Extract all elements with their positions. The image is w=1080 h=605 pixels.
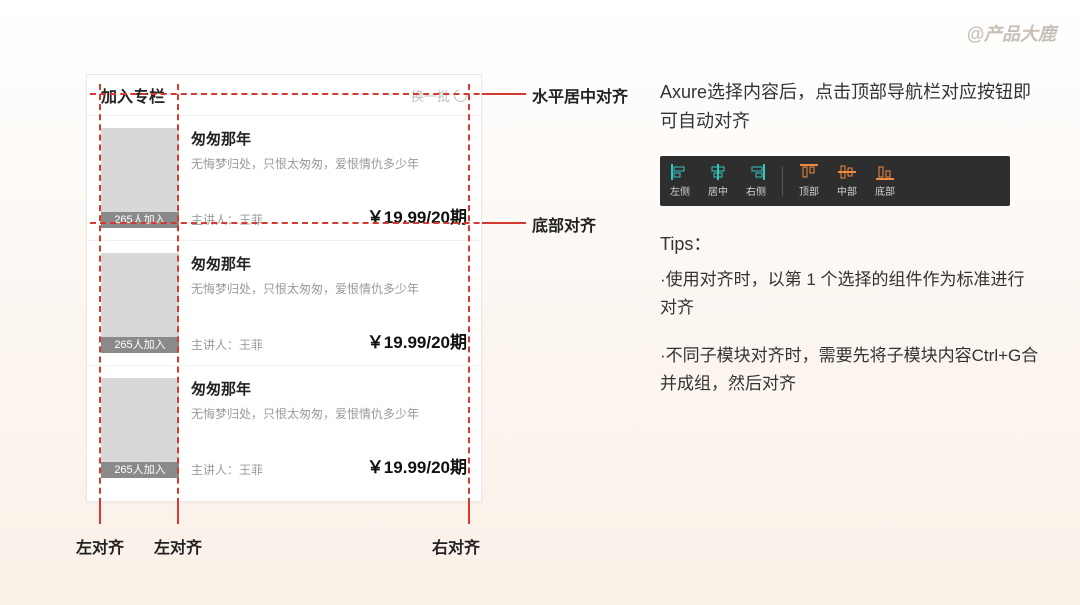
tips-heading: Tips： <box>660 230 1040 256</box>
item-price: ￥19.99/20期 <box>367 453 467 478</box>
guide-tick <box>177 502 179 524</box>
panel-header: 加入专栏 换一批 <box>87 75 481 115</box>
guide-right <box>468 84 470 524</box>
axure-align-toolbar: 左侧 居中 右侧 顶部 中部 底部 <box>660 156 1010 206</box>
toolbar-button-label: 左侧 <box>670 183 690 198</box>
align-top-button[interactable]: 顶部 <box>799 164 819 198</box>
explanation-column: Axure选择内容后，点击顶部导航栏对应按钮即可自动对齐 左侧 居中 右侧 顶部 <box>660 78 1040 418</box>
item-desc: 无悔梦归处，只恨太匆匆，爱恨情仇多少年 <box>191 155 467 173</box>
item-lecturer: 主讲人：王菲 <box>191 211 263 228</box>
item-thumbnail: 265人加入 <box>101 253 179 353</box>
join-count-badge: 265人加入 <box>101 462 179 478</box>
join-count-badge: 265人加入 <box>101 212 179 228</box>
align-right-button[interactable]: 右侧 <box>746 164 766 198</box>
lead-text: Axure选择内容后，点击顶部导航栏对应按钮即可自动对齐 <box>660 78 1040 136</box>
toolbar-vertical-group: 顶部 中部 底部 <box>799 164 895 198</box>
label-right-align: 右对齐 <box>432 534 480 558</box>
guide-connector <box>482 93 526 95</box>
join-count-badge: 265人加入 <box>101 337 179 353</box>
align-center-icon <box>709 164 727 180</box>
item-lecturer: 主讲人：王菲 <box>191 461 263 478</box>
column-panel: 加入专栏 换一批 265人加入 匆匆那年 无悔梦归处，只恨太匆匆，爱恨情仇多少年… <box>86 74 482 502</box>
label-left-align: 左对齐 <box>154 534 202 558</box>
label-left-align: 左对齐 <box>76 534 124 558</box>
align-middle-button[interactable]: 中部 <box>837 164 857 198</box>
align-bottom-button[interactable]: 底部 <box>875 164 895 198</box>
guide-connector <box>482 222 526 224</box>
guide-left-2 <box>177 84 179 524</box>
tip-paragraph: ·不同子模块对齐时，需要先将子模块内容Ctrl+G合并成组，然后对齐 <box>660 342 1040 398</box>
item-desc: 无悔梦归处，只恨太匆匆，爱恨情仇多少年 <box>191 405 467 423</box>
guide-left-1 <box>99 84 101 524</box>
align-left-icon <box>671 164 689 180</box>
tip-paragraph: ·使用对齐时，以第 1 个选择的组件作为标准进行对齐 <box>660 266 1040 322</box>
align-bottom-icon <box>876 164 894 180</box>
toolbar-button-label: 顶部 <box>799 183 819 198</box>
guide-horizontal-center <box>90 93 520 95</box>
label-horizontal-center: 水平居中对齐 <box>532 83 628 107</box>
label-bottom-align: 底部对齐 <box>532 212 596 236</box>
item-thumbnail: 265人加入 <box>101 378 179 478</box>
item-desc: 无悔梦归处，只恨太匆匆，爱恨情仇多少年 <box>191 280 467 298</box>
item-meta: 匆匆那年 无悔梦归处，只恨太匆匆，爱恨情仇多少年 主讲人：王菲 ￥19.99/2… <box>191 253 467 353</box>
item-title: 匆匆那年 <box>191 253 467 274</box>
list-item[interactable]: 265人加入 匆匆那年 无悔梦归处，只恨太匆匆，爱恨情仇多少年 主讲人：王菲 ￥… <box>87 365 481 490</box>
toolbar-button-label: 右侧 <box>746 183 766 198</box>
align-middle-icon <box>838 164 856 180</box>
toolbar-divider <box>782 166 783 196</box>
panel-title: 加入专栏 <box>101 83 165 107</box>
guide-tick <box>99 502 101 524</box>
item-title: 匆匆那年 <box>191 378 467 399</box>
item-meta: 匆匆那年 无悔梦归处，只恨太匆匆，爱恨情仇多少年 主讲人：王菲 ￥19.99/2… <box>191 128 467 228</box>
refresh-label: 换一批 <box>411 86 450 105</box>
item-price: ￥19.99/20期 <box>367 203 467 228</box>
watermark: @产品大鹿 <box>966 20 1056 46</box>
item-price: ￥19.99/20期 <box>367 328 467 353</box>
list-item[interactable]: 265人加入 匆匆那年 无悔梦归处，只恨太匆匆，爱恨情仇多少年 主讲人：王菲 ￥… <box>87 240 481 365</box>
toolbar-button-label: 居中 <box>708 183 728 198</box>
guide-bottom-align <box>90 222 520 224</box>
item-title: 匆匆那年 <box>191 128 467 149</box>
toolbar-button-label: 中部 <box>837 183 857 198</box>
toolbar-button-label: 底部 <box>875 183 895 198</box>
align-top-icon <box>800 164 818 180</box>
refresh-button[interactable]: 换一批 <box>411 86 467 105</box>
item-meta: 匆匆那年 无悔梦归处，只恨太匆匆，爱恨情仇多少年 主讲人：王菲 ￥19.99/2… <box>191 378 467 478</box>
align-left-button[interactable]: 左侧 <box>670 164 690 198</box>
align-center-button[interactable]: 居中 <box>708 164 728 198</box>
guide-tick <box>468 502 470 524</box>
align-right-icon <box>747 164 765 180</box>
item-thumbnail: 265人加入 <box>101 128 179 228</box>
toolbar-horizontal-group: 左侧 居中 右侧 <box>670 164 766 198</box>
refresh-icon <box>452 86 469 103</box>
item-lecturer: 主讲人：王菲 <box>191 336 263 353</box>
